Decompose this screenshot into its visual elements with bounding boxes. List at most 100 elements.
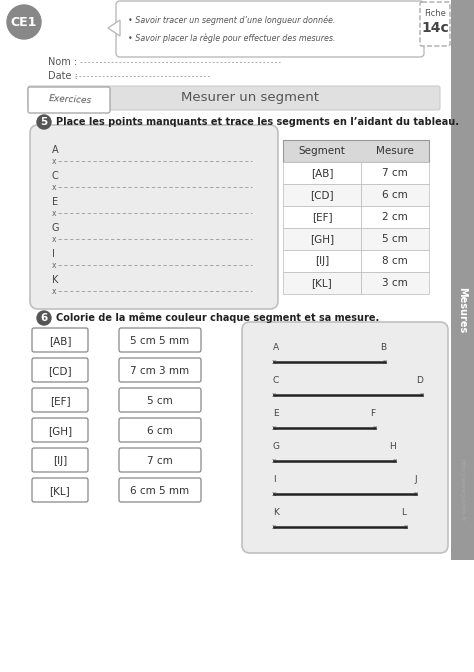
FancyBboxPatch shape: [119, 448, 201, 472]
Text: [GH]: [GH]: [310, 234, 334, 244]
Text: [CD]: [CD]: [48, 366, 72, 376]
FancyBboxPatch shape: [361, 272, 429, 294]
Text: H: H: [390, 442, 396, 451]
Text: I: I: [273, 475, 275, 484]
Text: • Savoir placer la règle pour effectuer des mesures.: • Savoir placer la règle pour effectuer …: [128, 33, 336, 43]
Text: http://www.j-profs.fr: http://www.j-profs.fr: [459, 459, 465, 521]
Text: Colorie de la même couleur chaque segment et sa mesure.: Colorie de la même couleur chaque segmen…: [56, 312, 379, 323]
Text: [EF]: [EF]: [50, 396, 70, 406]
Text: E: E: [273, 409, 279, 418]
Text: 2 cm: 2 cm: [382, 212, 408, 222]
Circle shape: [37, 115, 51, 129]
Text: E: E: [52, 197, 58, 207]
FancyBboxPatch shape: [32, 448, 88, 472]
Text: 7 cm: 7 cm: [382, 168, 408, 178]
Text: [KL]: [KL]: [50, 486, 70, 496]
Text: K: K: [52, 275, 58, 285]
FancyBboxPatch shape: [420, 2, 450, 46]
Text: x: x: [52, 157, 56, 165]
Text: 6 cm: 6 cm: [382, 190, 408, 200]
Text: 5 cm: 5 cm: [382, 234, 408, 244]
Text: [EF]: [EF]: [312, 212, 332, 222]
FancyBboxPatch shape: [32, 388, 88, 412]
FancyBboxPatch shape: [32, 478, 88, 502]
Text: x: x: [52, 261, 56, 269]
Text: 5 cm 5 mm: 5 cm 5 mm: [130, 336, 190, 346]
Text: I: I: [52, 249, 55, 259]
Circle shape: [37, 311, 51, 325]
Text: 7 cm 3 mm: 7 cm 3 mm: [130, 366, 190, 376]
Text: [AB]: [AB]: [49, 336, 71, 346]
FancyBboxPatch shape: [361, 162, 429, 184]
FancyBboxPatch shape: [28, 86, 440, 110]
Text: C: C: [52, 171, 59, 181]
FancyBboxPatch shape: [283, 250, 361, 272]
FancyBboxPatch shape: [28, 87, 110, 113]
Text: F: F: [371, 409, 376, 418]
Text: 7 cm: 7 cm: [147, 456, 173, 466]
Text: Segment: Segment: [299, 146, 346, 156]
Text: x: x: [272, 392, 276, 398]
Polygon shape: [108, 20, 120, 36]
Text: [KL]: [KL]: [311, 278, 332, 288]
Text: 14c: 14c: [421, 21, 449, 35]
FancyBboxPatch shape: [283, 272, 361, 294]
Text: 3 cm: 3 cm: [382, 278, 408, 288]
Text: 6 cm: 6 cm: [147, 426, 173, 436]
FancyBboxPatch shape: [283, 162, 361, 184]
Text: 6: 6: [40, 313, 47, 323]
Text: x: x: [272, 359, 276, 365]
Text: CE1: CE1: [11, 15, 37, 28]
Text: x: x: [272, 425, 276, 431]
Text: G: G: [273, 442, 280, 451]
Text: x: x: [272, 458, 276, 464]
Text: Nom :: Nom :: [48, 57, 80, 67]
Text: 6 cm 5 mm: 6 cm 5 mm: [130, 486, 190, 496]
Text: C: C: [273, 376, 279, 385]
Text: x: x: [414, 491, 418, 497]
FancyBboxPatch shape: [361, 228, 429, 250]
Text: G: G: [52, 223, 60, 233]
FancyBboxPatch shape: [30, 125, 278, 309]
Text: x: x: [52, 208, 56, 218]
FancyBboxPatch shape: [361, 250, 429, 272]
Text: x: x: [420, 392, 424, 398]
FancyBboxPatch shape: [119, 328, 201, 352]
Text: 8 cm: 8 cm: [382, 256, 408, 266]
Text: Place les points manquants et trace les segments en l’aidant du tableau.: Place les points manquants et trace les …: [56, 117, 459, 127]
Text: x: x: [373, 425, 377, 431]
Text: x: x: [403, 524, 408, 530]
Text: 5: 5: [40, 117, 47, 127]
FancyBboxPatch shape: [119, 388, 201, 412]
FancyBboxPatch shape: [361, 206, 429, 228]
Text: x: x: [383, 359, 387, 365]
Circle shape: [7, 5, 41, 39]
Text: [IJ]: [IJ]: [315, 256, 329, 266]
FancyBboxPatch shape: [119, 358, 201, 382]
FancyBboxPatch shape: [242, 322, 448, 553]
Text: Mesure: Mesure: [376, 146, 414, 156]
Text: [AB]: [AB]: [311, 168, 333, 178]
Text: Exercices: Exercices: [48, 94, 92, 106]
FancyBboxPatch shape: [119, 478, 201, 502]
Text: x: x: [52, 235, 56, 243]
FancyBboxPatch shape: [119, 418, 201, 442]
FancyBboxPatch shape: [451, 0, 474, 560]
Text: x: x: [52, 286, 56, 296]
Text: [CD]: [CD]: [310, 190, 334, 200]
FancyBboxPatch shape: [32, 418, 88, 442]
Text: A: A: [52, 145, 59, 155]
FancyBboxPatch shape: [361, 184, 429, 206]
Text: [GH]: [GH]: [48, 426, 72, 436]
FancyBboxPatch shape: [32, 328, 88, 352]
Text: x: x: [393, 458, 397, 464]
FancyBboxPatch shape: [283, 228, 361, 250]
Text: Fiche: Fiche: [424, 9, 446, 19]
Text: J: J: [414, 475, 417, 484]
FancyBboxPatch shape: [116, 1, 424, 57]
Text: x: x: [272, 524, 276, 530]
Text: Mesures: Mesures: [457, 287, 467, 333]
Text: • Savoir tracer un segment d’une longueur donnée.: • Savoir tracer un segment d’une longueu…: [128, 15, 336, 25]
Text: D: D: [416, 376, 423, 385]
Text: 5 cm: 5 cm: [147, 396, 173, 406]
